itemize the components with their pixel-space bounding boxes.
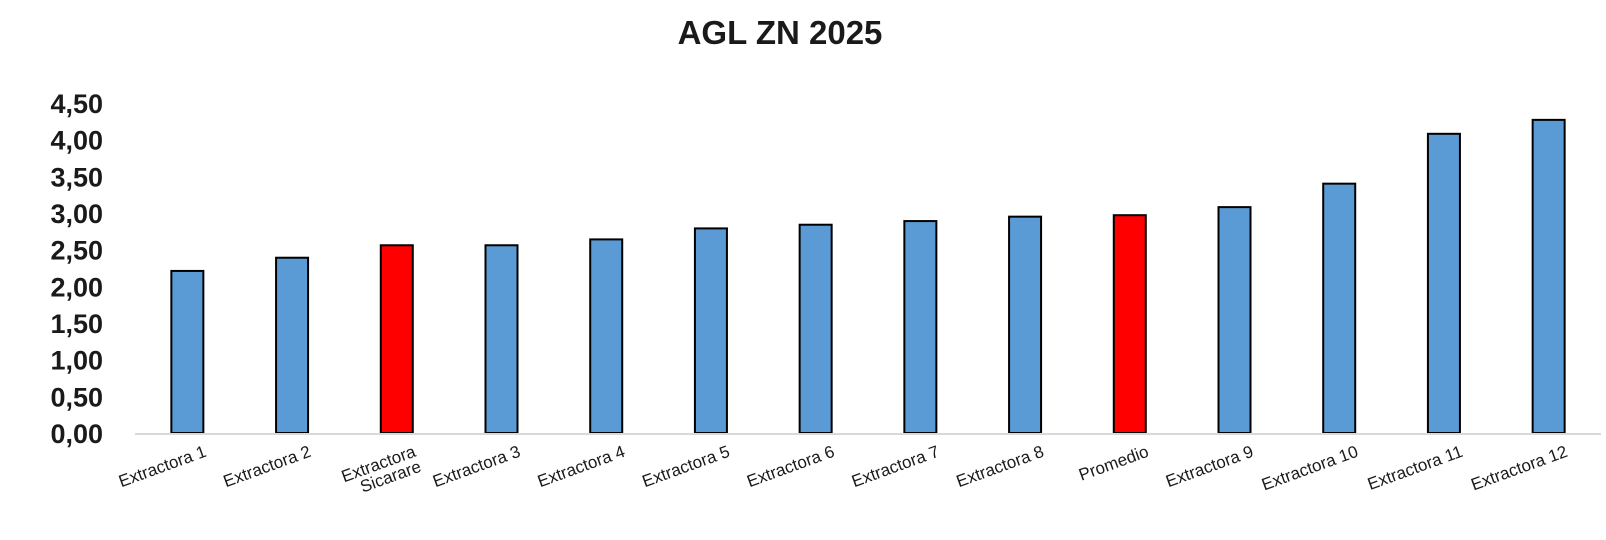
- x-tick-label: Extractora 11: [1365, 442, 1465, 494]
- bar: [1112, 214, 1147, 434]
- y-tick-label: 1,00: [50, 346, 103, 376]
- x-tick-label: Extractora 3: [430, 442, 523, 491]
- x-tick-label: Extractora 5: [640, 442, 733, 491]
- y-tick-label: 4,00: [50, 126, 103, 156]
- bar: [275, 256, 310, 434]
- bar: [1008, 215, 1043, 434]
- x-tick-label: Extractora 6: [744, 442, 837, 491]
- x-tick-label: Extractora 12: [1469, 442, 1571, 494]
- x-tick-label: Extractora 4: [535, 442, 628, 491]
- y-tick-label: 3,50: [50, 162, 103, 192]
- bar: [798, 223, 833, 434]
- x-axis-tick-labels: Extractora 1 Extractora 2 ExtractoraSicara…: [116, 442, 1571, 502]
- x-tick-label: Extractora 7: [849, 442, 942, 491]
- y-tick-label: 0,00: [50, 419, 103, 449]
- bar: [484, 244, 519, 434]
- x-tick-label: Promedio: [1076, 442, 1151, 485]
- y-tick-label: 2,00: [50, 272, 103, 302]
- y-tick-label: 0,50: [50, 382, 103, 412]
- bar: [170, 269, 205, 434]
- bar: [903, 220, 938, 434]
- x-tick-label: Extractora 9: [1163, 442, 1256, 491]
- bar: [1322, 182, 1357, 434]
- chart-title: AGL ZN 2025: [677, 14, 883, 51]
- bar: [1426, 132, 1461, 435]
- x-tick-label: Extractora 2: [221, 442, 314, 491]
- y-tick-label: 1,50: [50, 309, 103, 339]
- bar: [1217, 206, 1252, 434]
- bar: [1531, 118, 1566, 434]
- x-tick-label: Extractora 10: [1259, 442, 1361, 494]
- bar: [693, 227, 728, 434]
- x-tick-label: ExtractoraSicarare: [339, 442, 424, 502]
- y-axis-tick-labels: 0,00 0,50 1,00 1,50 2,00 2,50 3,00 3,50 4,00 4,50: [50, 89, 103, 449]
- x-tick-label: Extractora 8: [954, 442, 1047, 491]
- y-tick-label: 3,00: [50, 199, 103, 229]
- y-tick-label: 2,50: [50, 236, 103, 266]
- y-tick-label: 4,50: [50, 89, 103, 119]
- bar-series: [170, 118, 1566, 435]
- bar: [379, 244, 414, 434]
- bar: [589, 238, 624, 434]
- x-tick-label: Extractora 1: [116, 442, 209, 491]
